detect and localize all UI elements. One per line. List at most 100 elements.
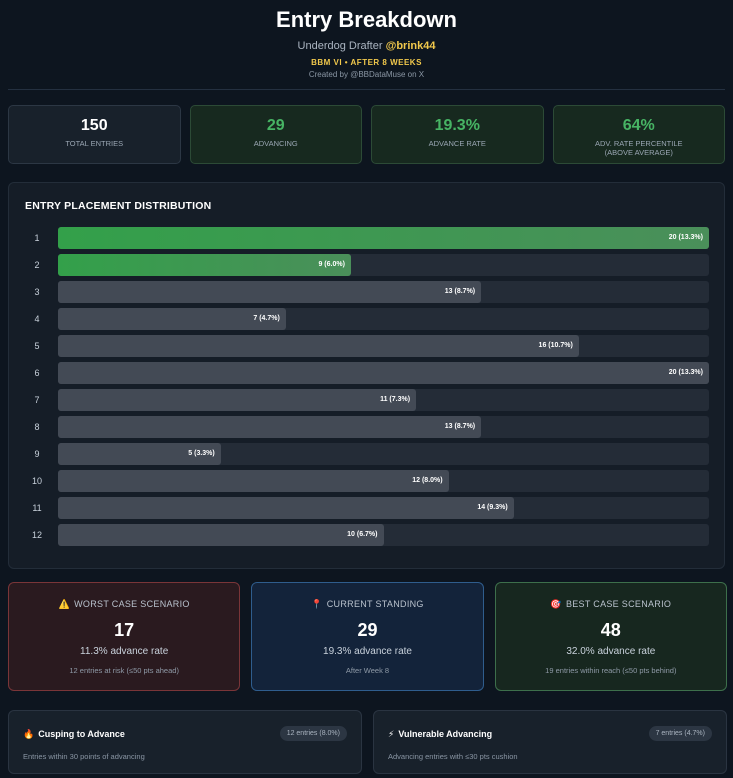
bar-value-label: 12 (8.0%) <box>412 477 443 484</box>
stat-value: 150 <box>80 117 108 134</box>
card-value: 29 <box>357 620 378 640</box>
distribution-title: ENTRY PLACEMENT DISTRIBUTION <box>25 200 212 212</box>
rank-label: 5 <box>34 341 40 351</box>
worst-case-card: ⚠️ WORST CASE SCENARIO 17 11.3% advance r… <box>8 582 241 691</box>
bar-track: 7 (4.7%) <box>58 308 709 330</box>
bar-value-label: 13 (8.7%) <box>444 423 476 430</box>
distribution-row: 11 14 (9.3%) <box>9 497 724 519</box>
rank-label: 2 <box>34 260 40 270</box>
rank-label: 6 <box>34 368 40 378</box>
card-title: WORST CASE SCENARIO <box>74 599 190 609</box>
page-title: Entry Breakdown <box>276 7 457 32</box>
card-title: CURRENT STANDING <box>326 599 424 609</box>
bar-track: 13 (8.7%) <box>58 416 709 438</box>
count-bar: 20 (13.3%) <box>58 227 709 249</box>
bar-track: 10 (6.7%) <box>58 524 709 546</box>
rank-label: 9 <box>34 449 40 459</box>
count-bar: 7 (4.7%) <box>58 308 286 330</box>
bar-value-label: 9 (6.0%) <box>318 261 345 268</box>
stat-value: 29 <box>266 117 285 134</box>
bar-value-label: 14 (9.3%) <box>477 504 508 511</box>
bar-value-label: 10 (6.7%) <box>347 531 378 538</box>
warning-icon: ⚠️ <box>58 599 71 609</box>
distribution-row: 4 7 (4.7%) <box>9 308 724 330</box>
page-header: Entry Breakdown Underdog Drafter @brink4… <box>0 0 733 79</box>
card-subtitle: Advancing entries with ≤30 pts cushion <box>388 752 518 761</box>
rank-label: 1 <box>34 233 40 243</box>
card-title: BEST CASE SCENARIO <box>565 599 672 609</box>
count-bar: 12 (8.0%) <box>58 470 449 492</box>
distribution-row: 8 13 (8.7%) <box>9 416 724 438</box>
stat-percentile: 64% ADV. RATE PERCENTILE (ABOVE AVERAGE) <box>552 105 725 164</box>
distribution-row: 6 20 (13.3%) <box>9 362 724 384</box>
drafter-label: Underdog Drafter <box>297 40 383 52</box>
tournament-tagline: BBM VI • AFTER 8 WEEKS <box>311 58 422 67</box>
target-icon: 🎯 <box>550 599 562 609</box>
placement-distribution-panel: ENTRY PLACEMENT DISTRIBUTION 1 20 (13.3%)… <box>8 182 725 569</box>
distribution-row: 5 16 (10.7%) <box>9 335 724 357</box>
count-bar: 11 (7.3%) <box>58 389 417 411</box>
rank-label: 8 <box>34 422 40 432</box>
drafter-handle: @brink44 <box>385 40 436 52</box>
bar-value-label: 20 (13.3%) <box>668 369 703 376</box>
bar-track: 12 (8.0%) <box>58 470 709 492</box>
count-bar: 10 (6.7%) <box>58 524 384 546</box>
stat-label: ADVANCING <box>253 139 298 148</box>
card-rate: 11.3% advance rate <box>80 646 169 657</box>
card-value: 48 <box>600 620 621 640</box>
distribution-row: 9 5 (3.3%) <box>9 443 724 465</box>
card-rate: 32.0% advance rate <box>566 646 656 657</box>
header-divider <box>8 89 725 90</box>
count-bar: 13 (8.7%) <box>58 416 482 438</box>
rank-label: 11 <box>32 503 42 513</box>
bar-track: 20 (13.3%) <box>58 227 709 249</box>
bar-value-label: 16 (10.7%) <box>538 342 573 349</box>
scenario-cards: ⚠️ WORST CASE SCENARIO 17 11.3% advance r… <box>8 582 727 691</box>
stat-value: 64% <box>622 117 655 134</box>
count-bar: 9 (6.0%) <box>58 254 351 276</box>
card-title: Cusping to Advance <box>38 729 125 739</box>
credit-line: Created by @BBDataMuse on X <box>308 70 425 79</box>
card-value: 17 <box>114 620 135 640</box>
card-subtitle: Entries within 30 points of advancing <box>23 752 145 761</box>
card-note: After Week 8 <box>345 666 390 675</box>
bottom-cards: 🔥 Cusping to Advance 12 entries (8.0%) En… <box>8 710 727 774</box>
distribution-row: 2 9 (6.0%) <box>9 254 724 276</box>
stat-label: ADV. RATE PERCENTILE (ABOVE AVERAGE) <box>554 139 725 157</box>
bar-track: 20 (13.3%) <box>58 362 709 384</box>
count-bar: 13 (8.7%) <box>58 281 482 303</box>
bar-track: 11 (7.3%) <box>58 389 709 411</box>
card-rate: 19.3% advance rate <box>323 646 412 657</box>
count-bar: 14 (9.3%) <box>58 497 514 519</box>
pin-icon: 📍 <box>311 599 323 609</box>
bar-track: 14 (9.3%) <box>58 497 709 519</box>
rank-label: 3 <box>34 287 40 297</box>
cusping-card: 🔥 Cusping to Advance 12 entries (8.0%) En… <box>8 710 362 774</box>
drafter-line: Underdog Drafter @brink44 <box>0 40 733 52</box>
stat-label-line2: (ABOVE AVERAGE) <box>604 148 673 157</box>
fire-icon: 🔥 <box>23 729 35 739</box>
bar-track: 16 (10.7%) <box>58 335 709 357</box>
card-note: 12 entries at risk (≤50 pts ahead) <box>69 666 179 675</box>
bar-value-label: 7 (4.7%) <box>253 315 280 322</box>
bar-value-label: 5 (3.3%) <box>188 450 215 457</box>
stat-advancing: 29 ADVANCING <box>189 105 362 164</box>
count-bar: 20 (13.3%) <box>58 362 709 384</box>
entries-count-badge: 7 entries (4.7%) <box>648 726 712 741</box>
distribution-row: 3 13 (8.7%) <box>9 281 724 303</box>
distribution-row: 10 12 (8.0%) <box>9 470 724 492</box>
current-standing-card: 📍 CURRENT STANDING 29 19.3% advance rate … <box>251 582 484 691</box>
stat-value: 19.3% <box>434 117 480 134</box>
card-title: Vulnerable Advancing <box>398 729 493 739</box>
vulnerable-card: ⚡ Vulnerable Advancing 7 entries (4.7%) A… <box>373 710 727 774</box>
rank-label: 7 <box>34 395 40 405</box>
distribution-row: 7 11 (7.3%) <box>9 389 724 411</box>
bar-track: 13 (8.7%) <box>58 281 709 303</box>
best-case-card: 🎯 BEST CASE SCENARIO 48 32.0% advance rat… <box>494 582 727 691</box>
entries-count-badge: 12 entries (8.0%) <box>279 726 347 741</box>
count-bar: 5 (3.3%) <box>58 443 221 465</box>
stat-label: ADVANCE RATE <box>428 139 486 148</box>
stat-total-entries: 150 TOTAL ENTRIES <box>8 105 181 164</box>
stat-label-line1: ADV. RATE PERCENTILE <box>594 139 683 148</box>
bar-track: 5 (3.3%) <box>58 443 709 465</box>
